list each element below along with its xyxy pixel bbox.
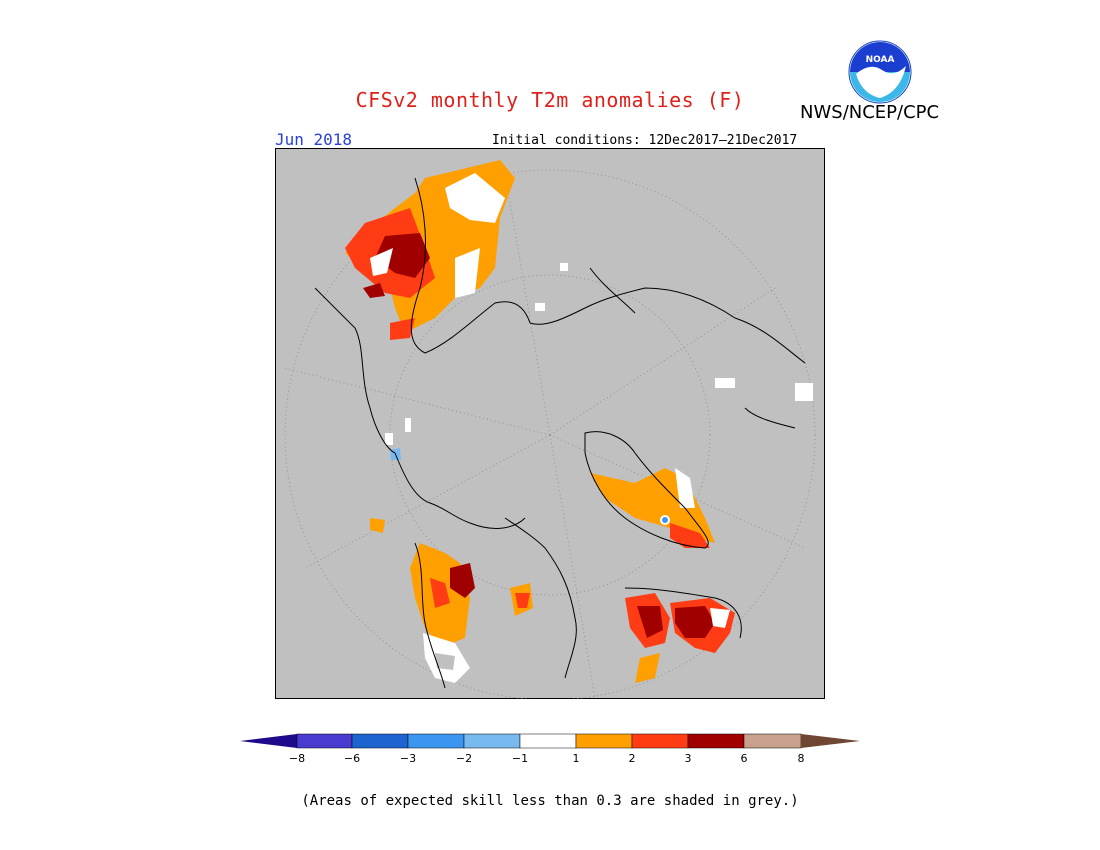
colorbar-tick: 1 — [572, 752, 580, 765]
colorbar-segment — [351, 733, 409, 749]
colorbar-segment — [743, 733, 802, 749]
chart-title: CFSv2 monthly T2m anomalies (F) — [355, 88, 745, 112]
noaa-logo: NOAA — [848, 40, 912, 104]
colorbar-segment — [519, 733, 577, 749]
skill-footnote: (Areas of expected skill less than 0.3 a… — [301, 793, 799, 809]
colorbar-tick: −3 — [399, 752, 417, 765]
colorbar-segment — [687, 733, 745, 749]
map-background — [275, 148, 825, 699]
svg-text:NOAA: NOAA — [866, 55, 895, 65]
near-normal-patches — [385, 263, 813, 445]
greenland-anomalies — [590, 468, 715, 548]
initial-conditions: Initial conditions: 12Dec2017–21Dec2017 — [492, 133, 798, 148]
colorbar-tick: −2 — [455, 752, 473, 765]
colorbar-tick: 2 — [628, 752, 636, 765]
colorbar-segment — [575, 733, 633, 749]
colorbar-tick: −6 — [343, 752, 361, 765]
europe-anomalies — [345, 160, 515, 340]
colorbar-segment — [240, 734, 297, 748]
colorbar-segment — [631, 733, 689, 749]
colorbar-tick: 8 — [797, 752, 805, 765]
asia-anomalies — [625, 593, 735, 683]
color-bar — [240, 733, 860, 749]
coastlines — [314, 177, 806, 689]
colorbar-segment — [296, 733, 353, 749]
colorbar-segment — [801, 734, 860, 748]
organization-label: NWS/NCEP/CPC — [800, 102, 940, 123]
meridians — [284, 172, 806, 699]
colorbar-tick: −8 — [288, 752, 306, 765]
latitude-circles — [284, 169, 816, 699]
forecast-period: Jun 2018 — [275, 130, 353, 149]
colorbar-tick: 6 — [740, 752, 748, 765]
colorbar-segment — [407, 733, 465, 749]
colorbar-tick: 3 — [684, 752, 692, 765]
colorbar-tick: −1 — [511, 752, 529, 765]
anomaly-map — [275, 148, 825, 699]
colorbar-segment — [463, 733, 521, 749]
